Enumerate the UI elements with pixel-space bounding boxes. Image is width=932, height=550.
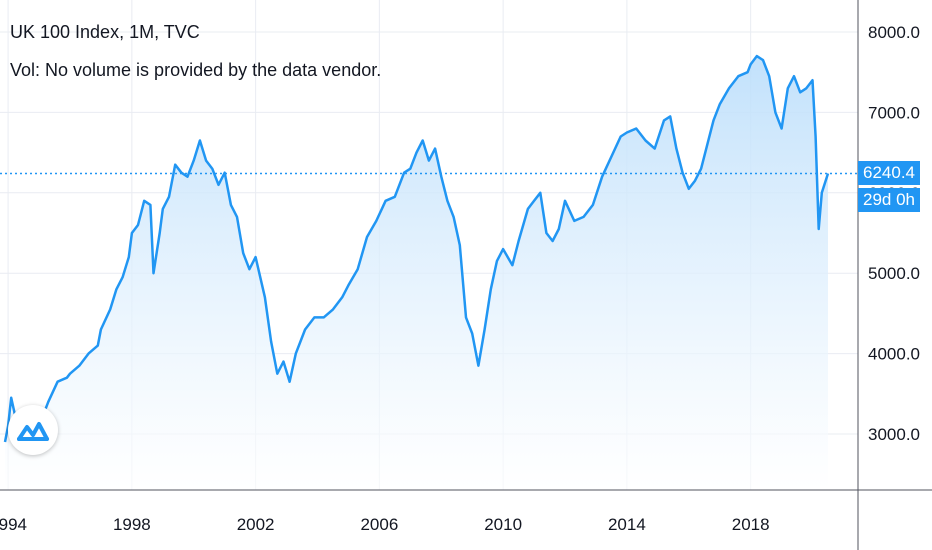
x-tick-label: 2010 [484,515,522,534]
tradingview-cloud-icon [17,422,49,441]
y-tick-label: 5000.0 [868,264,920,283]
x-tick-label: 2018 [732,515,770,534]
x-tick-label: 1994 [0,515,27,534]
x-tick-label: 2014 [608,515,646,534]
tradingview-logo[interactable] [8,405,58,455]
series-line[interactable] [3,54,830,444]
legend-title: UK 100 Index, 1M, TVC [10,22,200,42]
y-tick-label: 3000.0 [868,425,920,444]
legend-volume-note: Vol: No volume is provided by the data v… [10,60,382,80]
last-price-badge: 6240.4 [858,161,920,186]
y-tick-label: 8000.0 [868,23,920,42]
y-tick-label: 7000.0 [868,103,920,122]
bar-countdown-badge: 29d 0h [858,188,920,213]
y-tick-label: 4000.0 [868,345,920,364]
x-tick-label: 2006 [360,515,398,534]
series-area-fill [5,56,828,490]
x-tick-label: 1998 [113,515,151,534]
time-axis[interactable]: 1994 1998 2002 2006 2010 2014 2018 [0,515,770,534]
x-tick-label: 2002 [237,515,275,534]
